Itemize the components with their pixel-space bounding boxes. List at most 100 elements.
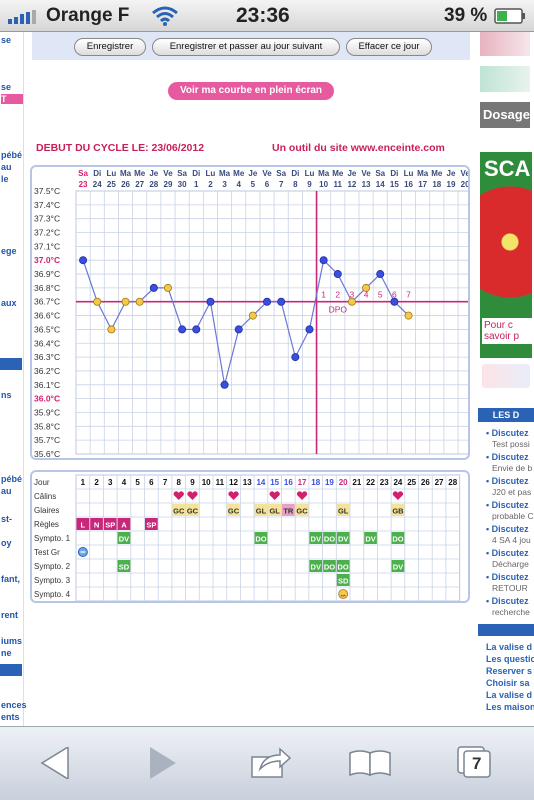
left-fragment[interactable]: se xyxy=(1,35,12,45)
discussion-link[interactable]: • Discutez xyxy=(486,596,529,606)
left-bar xyxy=(0,358,22,370)
left-fragment[interactable]: ences xyxy=(1,700,27,710)
left-fragment[interactable]: ege xyxy=(1,246,17,256)
y-tick-label: 37.3°C xyxy=(34,214,60,224)
left-fragment[interactable]: T xyxy=(1,94,23,104)
discussion-link[interactable]: • Discutez xyxy=(486,572,529,582)
day-name-label: Ma xyxy=(219,169,231,178)
left-fragment[interactable]: fant, xyxy=(1,574,20,584)
day-number: 18 xyxy=(311,478,320,487)
discussion-snippet: 4 SA 4 jou xyxy=(492,535,531,545)
left-fragment[interactable]: ns xyxy=(1,390,12,400)
date-label: 18 xyxy=(432,180,441,189)
smiley-mouth xyxy=(340,594,346,597)
side-link[interactable]: Reserver s xyxy=(486,666,533,676)
status-bar: Orange F 23:36 39 % xyxy=(0,0,534,32)
save-button[interactable]: Enregistrer xyxy=(74,38,146,56)
day-number: 11 xyxy=(216,478,225,487)
date-label: 3 xyxy=(222,180,227,189)
left-fragment[interactable]: pébé xyxy=(1,150,23,160)
left-fragment[interactable]: au xyxy=(1,162,12,172)
back-icon[interactable] xyxy=(40,745,70,784)
bookmarks-icon[interactable] xyxy=(348,749,392,782)
cell-fill xyxy=(323,560,336,572)
day-name-label: Ma xyxy=(417,169,429,178)
day-name-label: Di xyxy=(93,169,101,178)
cell-value: DO xyxy=(392,535,403,544)
discussion-link[interactable]: • Discutez xyxy=(486,476,529,486)
day-name-label: Me xyxy=(431,169,443,178)
fullscreen-curve-button[interactable]: Voir ma courbe en plein écran xyxy=(168,82,334,100)
save-next-button[interactable]: Enregistrer et passer au jour suivant xyxy=(152,38,340,56)
cell-fill xyxy=(336,574,350,586)
tabs-icon[interactable]: 7 xyxy=(456,745,492,779)
left-fragment[interactable]: ne xyxy=(1,648,12,658)
left-fragment[interactable]: st- xyxy=(1,514,12,524)
temperature-point xyxy=(234,325,243,334)
left-fragment[interactable]: au xyxy=(1,486,12,496)
left-fragment[interactable]: rent xyxy=(1,610,19,620)
y-tick-label: 35.8°C xyxy=(34,421,60,431)
temperature-point xyxy=(107,325,116,334)
discussion-link[interactable]: • Discutez xyxy=(486,452,529,462)
thumb-2[interactable] xyxy=(480,66,530,92)
cell-fill xyxy=(117,560,131,572)
cell-fill xyxy=(323,532,336,544)
side-link[interactable]: Choisir sa xyxy=(486,678,530,688)
date-label: 27 xyxy=(135,180,144,189)
day-number: 27 xyxy=(435,478,444,487)
day-name-label: Me xyxy=(134,169,146,178)
discussion-link[interactable]: • Discutez xyxy=(486,524,529,534)
dpo-label: 1 xyxy=(321,290,326,300)
date-label: 25 xyxy=(107,180,116,189)
left-fragment[interactable]: le xyxy=(1,174,9,184)
date-label: 29 xyxy=(164,180,173,189)
side-link[interactable]: Les maison xyxy=(486,702,534,712)
day-name-label: Lu xyxy=(106,169,116,178)
cell-value: A xyxy=(121,521,127,530)
clear-day-button[interactable]: Effacer ce jour xyxy=(346,38,432,56)
day-number: 22 xyxy=(366,478,375,487)
side-link[interactable]: La valise d xyxy=(486,642,533,652)
y-tick-label: 36.1°C xyxy=(34,380,60,390)
discussion-link[interactable]: • Discutez xyxy=(486,548,529,558)
heart-icon xyxy=(173,491,184,500)
discussion-link[interactable]: • Discutez xyxy=(486,500,529,510)
dosage-banner[interactable]: Dosage xyxy=(480,102,530,128)
day-name-label: Lu xyxy=(305,169,315,178)
temperature-point xyxy=(163,283,172,292)
discussion-link[interactable]: • Discutez xyxy=(486,428,529,438)
day-name-label: Sa xyxy=(78,169,88,178)
flower-ad[interactable]: SCA Pour c savoir p xyxy=(480,152,532,358)
date-label: 12 xyxy=(347,180,356,189)
left-bar xyxy=(0,664,22,676)
left-fragment[interactable]: pébé xyxy=(1,474,23,484)
cell-fill xyxy=(309,560,323,572)
enceinte-logo[interactable] xyxy=(482,364,530,388)
y-tick-label: 36.0°C xyxy=(34,394,60,404)
day-name-label: Ve xyxy=(262,169,272,178)
day-number: 17 xyxy=(298,478,307,487)
cell-fill xyxy=(117,532,131,544)
row-label: Test Gr xyxy=(34,548,60,557)
day-number: 1 xyxy=(81,478,86,487)
forward-icon[interactable] xyxy=(148,747,178,784)
discussion-snippet: Test possi xyxy=(492,439,530,449)
thumb-1[interactable] xyxy=(480,32,530,56)
tabs-count: 7 xyxy=(472,754,482,773)
side-link[interactable]: Les questio xyxy=(486,654,534,664)
date-label: 28 xyxy=(149,180,158,189)
temperature-point xyxy=(291,353,300,362)
day-name-label: Sa xyxy=(177,169,187,178)
left-fragment[interactable]: oy xyxy=(1,538,12,548)
share-icon[interactable] xyxy=(250,745,292,784)
left-fragment[interactable]: ents xyxy=(1,712,20,722)
temperature-point xyxy=(263,297,272,306)
cell-fill xyxy=(391,532,405,544)
left-fragment[interactable]: aux xyxy=(1,298,17,308)
left-fragment[interactable]: se xyxy=(1,82,12,92)
battery-percent: 39 % xyxy=(444,5,488,26)
left-fragment[interactable]: iums xyxy=(1,636,23,646)
side-link[interactable]: La valise d xyxy=(486,690,533,700)
site-note[interactable]: Un outil du site www.enceinte.com xyxy=(272,142,445,154)
